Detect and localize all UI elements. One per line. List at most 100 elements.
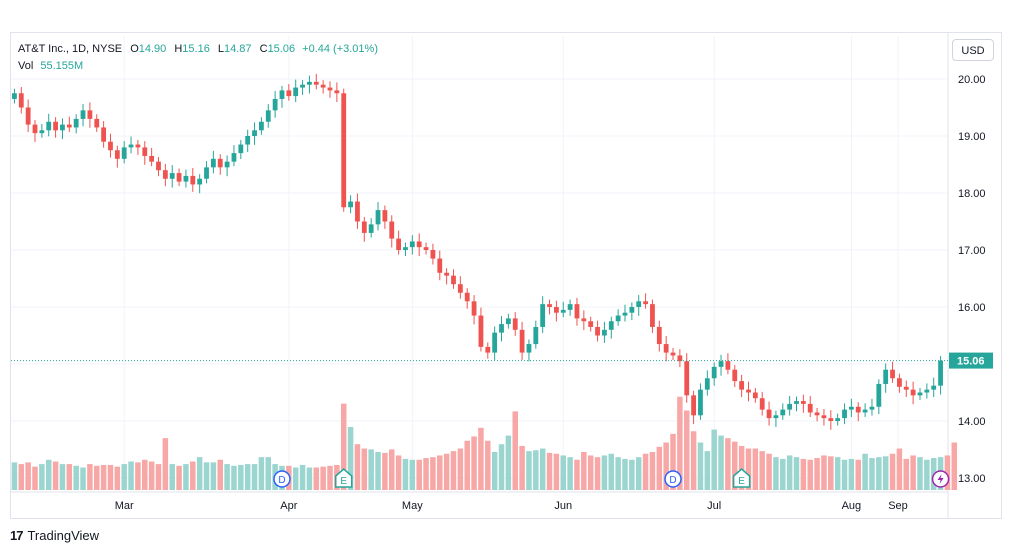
candle-body [361, 221, 367, 233]
candle-body [924, 389, 930, 393]
dividend-marker[interactable]: D [273, 470, 291, 488]
volume-bar [828, 456, 834, 490]
volume-bar [649, 452, 656, 490]
candles [11, 73, 948, 430]
candle-body [547, 304, 552, 307]
earnings-marker[interactable]: E [732, 468, 751, 488]
candle-body [910, 389, 916, 396]
low-value: 14.87 [224, 43, 252, 55]
candle-body [210, 158, 216, 168]
candle-body [437, 258, 443, 273]
y-tick-label: 18.00 [958, 188, 986, 200]
volume-bar [951, 442, 958, 490]
candle-body [39, 130, 45, 134]
open-label: O [130, 43, 139, 55]
candle-body [87, 110, 93, 119]
candle-body [835, 418, 841, 421]
candle-body [746, 389, 751, 393]
candle-body [451, 275, 456, 285]
currency-button[interactable]: USD [952, 39, 994, 61]
volume-bar [430, 457, 436, 490]
volume-bar [457, 448, 464, 490]
candle-body [293, 87, 299, 97]
candle-body [162, 170, 168, 179]
volume-bar [100, 464, 107, 490]
volume-bar [635, 457, 642, 490]
candle-body [903, 386, 909, 390]
candle-body [711, 366, 717, 379]
candle-body [135, 144, 141, 148]
volume-bar [299, 464, 306, 490]
volume-bar [512, 411, 518, 490]
volume-bar [11, 462, 18, 490]
split-lightning-icon[interactable] [931, 470, 950, 488]
volume-bar [313, 467, 320, 490]
candle-body [505, 318, 511, 325]
candle-body [567, 304, 573, 310]
candle-body [121, 147, 127, 159]
volume-bar [464, 440, 470, 490]
candle-body [766, 409, 772, 419]
volume-bar [32, 466, 38, 490]
candle-body [327, 87, 333, 91]
candle-body [183, 175, 189, 182]
volume-bar [629, 459, 635, 490]
candle-body [608, 321, 614, 330]
low-label: L [217, 43, 225, 55]
volume-bar [690, 431, 697, 490]
candle-body [656, 326, 662, 345]
x-tick-label: May [402, 500, 423, 512]
candle-body [389, 221, 395, 239]
volume-bar [807, 459, 813, 490]
volume-bar [752, 448, 759, 490]
candle-body [862, 409, 868, 413]
x-axis[interactable]: Mar Apr May Jun Jul Aug Sep [115, 500, 908, 512]
candle-body [252, 130, 257, 136]
volume-bar [546, 452, 553, 490]
volume-bar [306, 467, 313, 490]
candle-body [540, 304, 546, 327]
candle-body [512, 318, 518, 330]
volume-bar [711, 429, 717, 490]
candle-body [430, 250, 436, 259]
candle-body [176, 173, 182, 182]
candle-body [217, 158, 223, 168]
volume-bar [745, 448, 752, 490]
candle-body [348, 201, 353, 208]
y-tick-label: 17.00 [958, 245, 986, 257]
volume-bar [491, 452, 498, 490]
y-axis[interactable]: 20.0019.0018.0017.0016.0015.0014.0013.00… [949, 74, 993, 485]
volume-bar [443, 453, 450, 490]
volume-bar [59, 464, 66, 490]
candle-body [821, 415, 827, 419]
volume-bar [203, 462, 210, 490]
earnings-marker[interactable]: E [334, 468, 353, 488]
candle-body [917, 392, 923, 396]
candle-body [409, 241, 415, 248]
y-tick-label: 14.00 [958, 416, 986, 428]
volume-bar [244, 464, 251, 490]
last-price-badge [949, 352, 993, 369]
candle-body [245, 136, 251, 145]
candle-body [53, 121, 58, 131]
candle-body [101, 127, 107, 142]
volume-bar [382, 452, 388, 490]
candle-body [149, 155, 155, 162]
candle-body [471, 301, 477, 316]
volume-bar [471, 436, 477, 490]
dividend-marker[interactable]: D [664, 470, 682, 488]
volume-bar [375, 452, 381, 490]
candle-body [457, 284, 463, 293]
chart-frame [10, 32, 1002, 519]
volume-bar [361, 448, 368, 490]
volume-value: 55.155M [40, 60, 84, 72]
symbol-title[interactable]: AT&T Inc., 1D, NYSE [18, 43, 123, 55]
candle-body [773, 415, 779, 419]
volume-bar [876, 457, 882, 490]
volume-bar [677, 396, 683, 490]
volume-bar [704, 451, 711, 490]
tradingview-logo[interactable]: 17 TradingView [10, 528, 99, 543]
candle-body [80, 110, 86, 119]
candle-body [258, 121, 264, 131]
